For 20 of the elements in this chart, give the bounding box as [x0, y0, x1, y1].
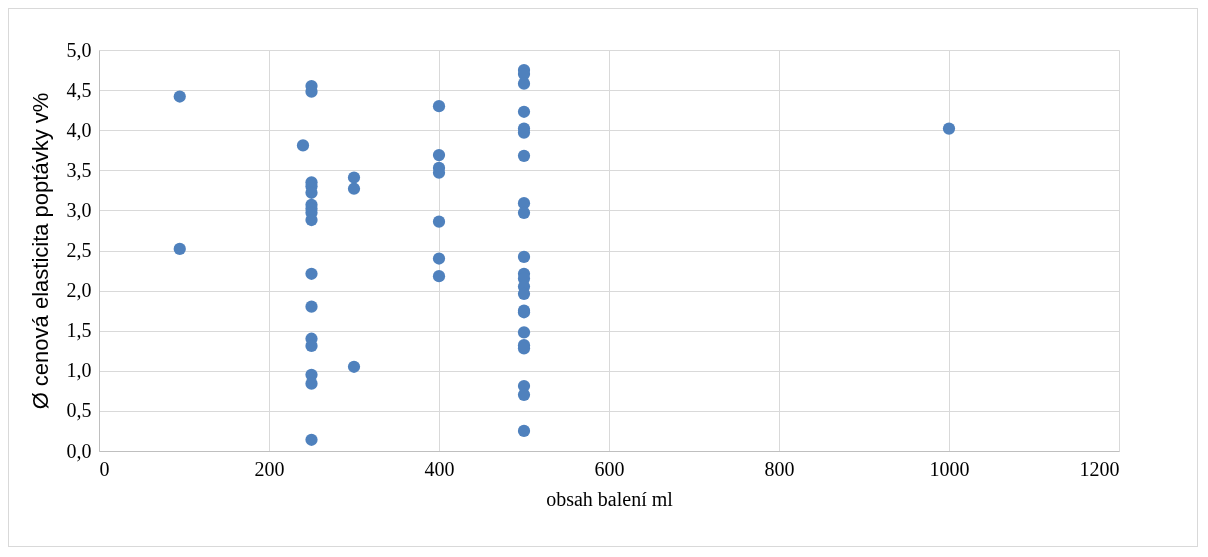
y-tick-label: 0,0 — [66, 439, 92, 462]
y-axis-title: Ø cenová elasticita poptávky v% — [27, 92, 53, 410]
y-tick-label: 3,0 — [66, 198, 92, 221]
x-tick-label: 800 — [764, 457, 795, 480]
y-tick-label: 5,0 — [66, 38, 92, 61]
y-tick-label: 4,0 — [66, 118, 92, 141]
x-axis-title: obsah balení ml — [546, 487, 674, 510]
x-tick-label: 1000 — [929, 457, 970, 480]
x-tick-label: 1200 — [1079, 457, 1120, 480]
y-tick-label: 1,5 — [66, 319, 92, 342]
y-tick-label: 1,0 — [66, 359, 92, 382]
y-tick-label: 4,5 — [66, 78, 92, 101]
x-tick-label: 600 — [594, 457, 625, 480]
x-tick-label: 0 — [99, 457, 110, 480]
x-tick-label: 400 — [424, 457, 455, 480]
y-tick-label: 0,5 — [66, 399, 92, 422]
y-tick-label: 2,5 — [66, 239, 92, 261]
y-tick-label: 2,0 — [66, 279, 92, 302]
x-tick-label: 200 — [254, 457, 285, 480]
y-tick-label: 3,5 — [66, 158, 92, 181]
